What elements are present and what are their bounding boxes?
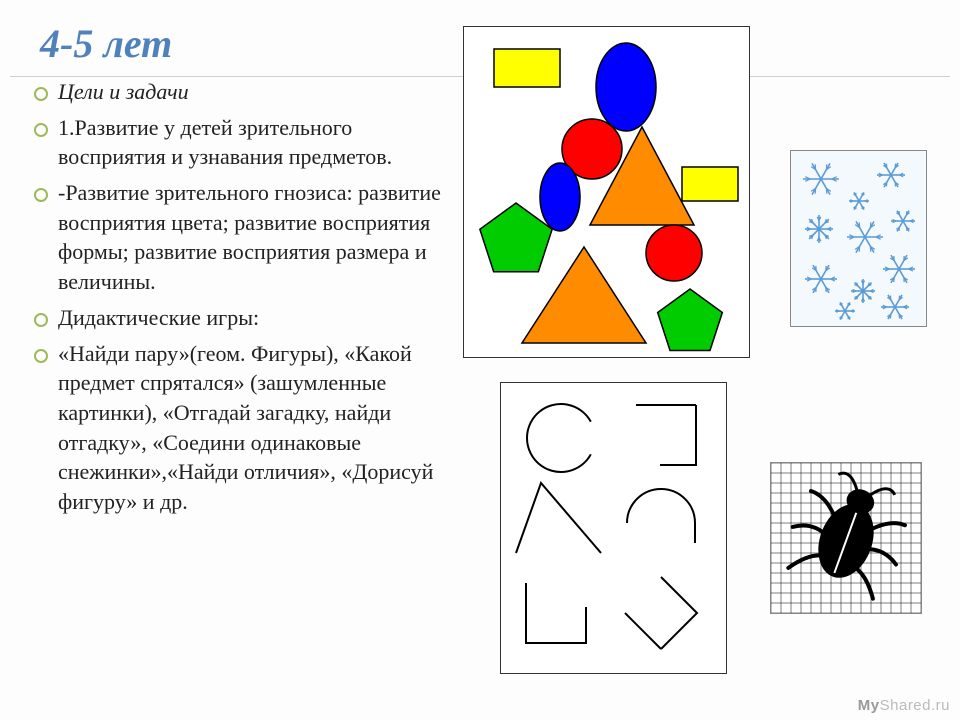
bullet-item: «Найди пару»(геом. Фигуры), «Какой предм… (30, 339, 460, 517)
shapes-panel (463, 26, 750, 358)
beetle-svg (771, 463, 921, 613)
incomplete-svg (501, 383, 726, 673)
watermark-rest: Shared.ru (880, 697, 950, 714)
bullet-item: Дидактические игры: (30, 303, 460, 333)
watermark-brand: My (858, 697, 880, 714)
bullet-item: 1.Развитие у детей зрительного восприяти… (30, 113, 460, 172)
bullet-list: Цели и задачи 1.Развитие у детей зрительн… (30, 77, 460, 517)
bullet-item: -Развитие зрительного гнозиса: развитие … (30, 178, 460, 297)
shapes-svg (464, 27, 749, 357)
snowflakes-panel (790, 150, 927, 327)
bullet-item: Цели и задачи (30, 77, 460, 107)
snow-svg (791, 151, 926, 326)
incomplete-shapes-panel (500, 382, 727, 674)
watermark: MyShared.ru (858, 697, 950, 714)
slide: 4-5 лет Цели и задачи1.Развитие у детей … (0, 0, 960, 720)
beetle-panel (770, 462, 922, 614)
